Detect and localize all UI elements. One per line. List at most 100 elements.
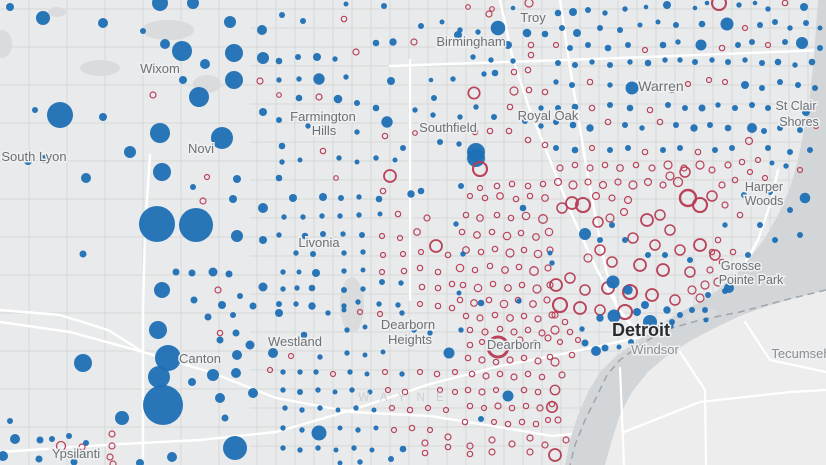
map-point-blue[interactable] [351,445,357,451]
map-point-blue[interactable] [300,18,306,24]
map-point-blue[interactable] [190,296,198,304]
map-point-red[interactable] [524,66,532,74]
map-point-blue[interactable] [443,347,455,359]
map-point-red[interactable] [329,370,337,378]
map-point-blue[interactable] [502,390,514,402]
map-point-red[interactable] [586,78,594,86]
map-point-red[interactable] [741,24,749,32]
map-point-red[interactable] [588,144,596,152]
map-point-red[interactable] [592,216,604,228]
map-point-red[interactable] [504,284,512,292]
map-point-red[interactable] [562,436,570,444]
map-point-red[interactable] [706,190,718,202]
map-point-blue[interactable] [682,105,688,111]
map-point-blue[interactable] [439,19,445,25]
map-point-blue[interactable] [707,122,713,128]
map-point-blue[interactable] [553,145,559,151]
map-point-blue[interactable] [765,105,771,111]
map-point-red[interactable] [466,442,474,450]
map-point-blue[interactable] [356,212,362,218]
map-point-red[interactable] [568,351,576,359]
map-point-red[interactable] [598,180,608,190]
map-point-blue[interactable] [364,371,370,377]
map-point-red[interactable] [552,41,560,49]
map-point-blue[interactable] [522,28,532,38]
map-point-red[interactable] [539,180,547,188]
map-point-red[interactable] [718,258,726,266]
map-point-red[interactable] [149,91,157,99]
map-point-red[interactable] [510,373,518,381]
map-point-red[interactable] [663,160,673,170]
map-point-blue[interactable] [741,192,747,198]
map-point-red[interactable] [467,86,481,100]
map-point-blue[interactable] [698,20,706,28]
map-point-blue[interactable] [724,124,732,132]
map-point-red[interactable] [526,448,534,456]
map-point-red[interactable] [706,266,714,274]
map-point-blue[interactable] [735,42,741,48]
map-point-red[interactable] [721,78,729,86]
map-point-blue[interactable] [259,236,267,244]
map-point-blue[interactable] [737,279,743,285]
map-point-blue[interactable] [373,425,379,431]
map-point-blue[interactable] [749,39,755,45]
map-point-red[interactable] [544,264,552,272]
map-point-blue[interactable] [741,81,749,89]
map-point-red[interactable] [573,301,587,315]
map-point-blue[interactable] [349,387,355,393]
map-point-blue[interactable] [692,5,698,11]
map-point-red[interactable] [490,418,498,426]
map-point-red[interactable] [433,370,441,378]
map-point-red[interactable] [384,386,392,394]
map-point-blue[interactable] [481,71,487,77]
map-point-red[interactable] [691,196,709,214]
map-point-blue[interactable] [231,368,241,378]
map-point-red[interactable] [558,371,566,379]
map-point-blue[interactable] [229,195,237,203]
map-point-red[interactable] [574,336,582,344]
map-point-blue[interactable] [139,206,175,242]
map-point-red[interactable] [480,404,488,412]
map-point-blue[interactable] [344,327,350,333]
map-point-blue[interactable] [677,312,683,318]
map-point-red[interactable] [434,302,442,310]
map-point-blue[interactable] [428,77,434,83]
map-point-blue[interactable] [340,231,346,237]
map-point-blue[interactable] [655,19,661,25]
map-point-blue[interactable] [689,307,695,313]
map-point-blue[interactable] [259,108,267,116]
map-point-red[interactable] [509,86,519,96]
map-point-red[interactable] [518,281,526,289]
map-point-blue[interactable] [341,307,347,313]
map-point-red[interactable] [746,168,754,176]
map-point-red[interactable] [584,178,592,186]
map-point-blue[interactable] [275,309,283,317]
map-point-red[interactable] [489,280,497,288]
map-point-red[interactable] [287,352,295,360]
map-point-blue[interactable] [458,327,464,333]
map-point-red[interactable] [616,164,624,172]
map-point-blue[interactable] [332,56,338,62]
map-point-red[interactable] [541,441,549,449]
map-point-red[interactable] [499,37,505,43]
map-point-blue[interactable] [295,54,301,60]
map-point-blue[interactable] [98,18,108,28]
map-point-blue[interactable] [40,155,48,163]
map-point-red[interactable] [462,246,470,254]
map-point-blue[interactable] [597,25,603,31]
map-point-red[interactable] [462,312,470,320]
map-point-red[interactable] [482,372,490,380]
map-point-blue[interactable] [510,5,516,11]
map-point-blue[interactable] [305,123,311,129]
map-point-red[interactable] [705,76,713,84]
map-point-blue[interactable] [313,369,319,375]
map-point-blue[interactable] [343,74,349,80]
map-point-red[interactable] [544,334,552,342]
map-point-red[interactable] [744,136,754,146]
map-point-red[interactable] [541,194,549,202]
map-point-blue[interactable] [736,2,742,8]
map-point-blue[interactable] [373,155,379,161]
map-point-red[interactable] [525,86,533,94]
map-point-red[interactable] [601,161,609,169]
map-point-blue[interactable] [769,160,775,166]
